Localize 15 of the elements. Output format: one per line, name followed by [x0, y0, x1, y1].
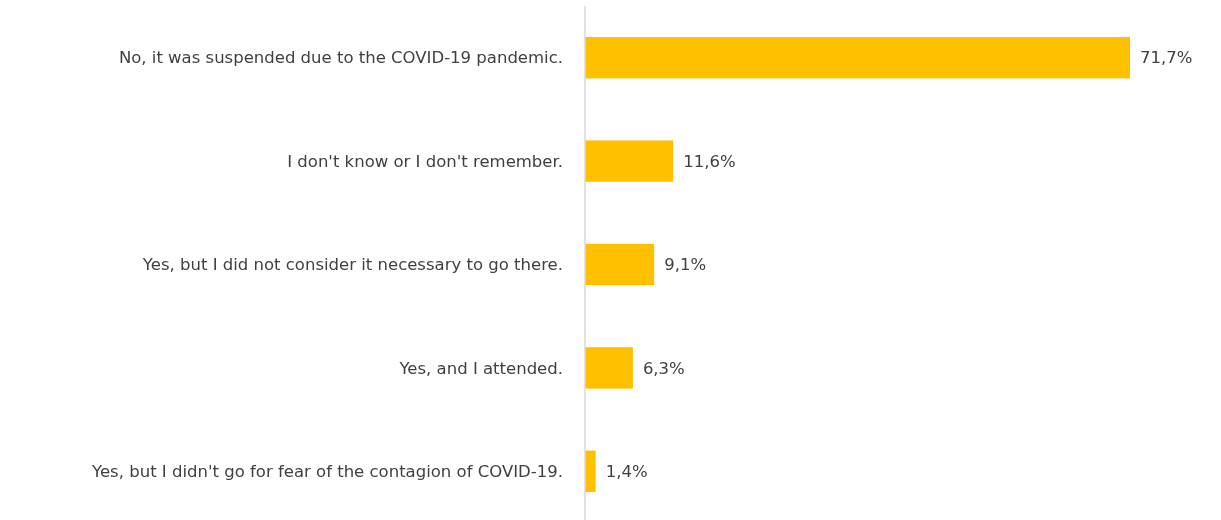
- y-tick-label: Yes, but I did not consider it necessary to go there.: [141, 255, 563, 275]
- y-tick-label: No, it was suspended due to the COVID-19 pandemic.: [118, 48, 563, 68]
- data-label: 1,4%: [605, 462, 648, 482]
- data-label: 11,6%: [683, 151, 736, 171]
- y-tick-label: Yes, but I didn't go for fear of the contagion of COVID-19.: [91, 462, 563, 482]
- y-tick-label: Yes, and I attended.: [398, 358, 563, 378]
- bar: [585, 243, 655, 286]
- y-tick-label: I don't know or I don't remember.: [287, 151, 563, 171]
- bar: [585, 140, 674, 182]
- bar: [585, 37, 1130, 79]
- data-label: 9,1%: [664, 255, 707, 275]
- bar: [585, 347, 633, 389]
- data-label: 6,3%: [642, 358, 685, 378]
- bar: [585, 450, 596, 492]
- data-label: 71,7%: [1140, 48, 1193, 68]
